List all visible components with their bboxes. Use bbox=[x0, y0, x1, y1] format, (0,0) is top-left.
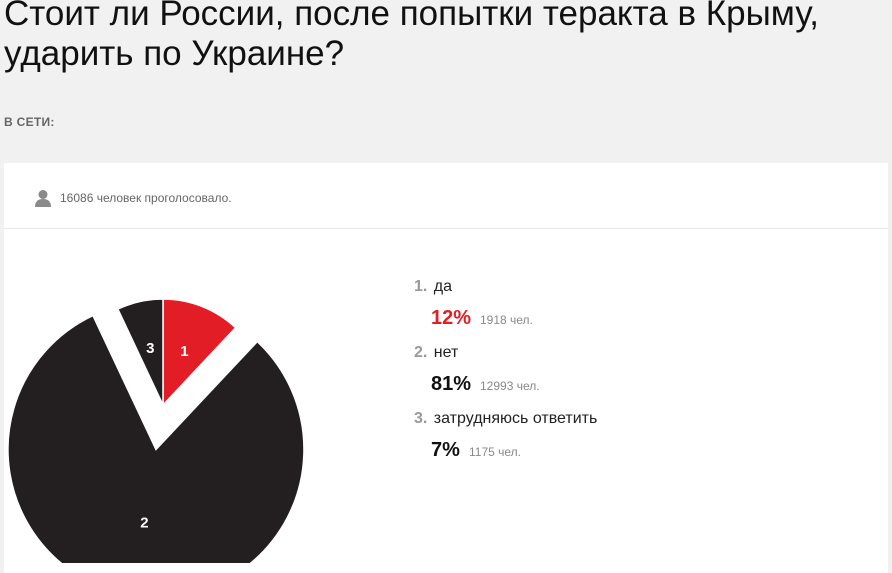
poll-question-line1: Стоит ли России, после попытки теракта в… bbox=[4, 0, 819, 33]
user-icon bbox=[35, 190, 51, 207]
poll-question-line2: ударить по Украине? bbox=[4, 34, 345, 73]
result-3-count: 1175 чел. bbox=[469, 445, 522, 459]
pie-label-3: 3 bbox=[146, 340, 154, 357]
pie-slice-3 bbox=[116, 298, 164, 406]
result-item-1: 1. да 12% 1918 чел. bbox=[414, 273, 814, 339]
result-2-percent: 81% bbox=[431, 373, 472, 395]
result-2-count: 12993 чел. bbox=[480, 379, 540, 393]
online-label: В СЕТИ: bbox=[4, 115, 55, 129]
pie-chart: 1 2 3 bbox=[7, 298, 305, 563]
voted-count: 16086 человек проголосовало. bbox=[34, 183, 232, 213]
pie-label-1: 1 bbox=[180, 343, 188, 360]
result-1-index: 1. bbox=[414, 278, 428, 295]
poll-question: Стоит ли России, после попытки теракта в… bbox=[4, 0, 892, 74]
result-1-count: 1918 чел. bbox=[480, 313, 533, 327]
result-3-label: затрудняюсь ответить bbox=[433, 410, 598, 427]
result-2-index: 2. bbox=[414, 344, 428, 361]
result-1-percent: 12% bbox=[431, 307, 472, 329]
poll-results-card: 16086 человек проголосовало. 1 2 3 1. да 1… bbox=[4, 163, 888, 573]
voted-count-text: 16086 человек проголосовало. bbox=[60, 191, 232, 205]
result-3-index: 3. bbox=[414, 410, 428, 427]
pie-slice-2 bbox=[7, 314, 305, 563]
result-1-label: да bbox=[433, 278, 453, 295]
result-item-3: 3. затрудняюсь ответить 7% 1175 чел. bbox=[414, 405, 814, 471]
pie-label-2: 2 bbox=[140, 515, 148, 532]
result-3-percent: 7% bbox=[431, 439, 460, 461]
divider bbox=[4, 228, 888, 229]
pie-slice-1 bbox=[162, 298, 237, 407]
result-2-label: нет bbox=[433, 344, 459, 361]
result-item-2: 2. нет 81% 12993 чел. bbox=[414, 339, 814, 405]
results-list: 1. да 12% 1918 чел. 2. нет 81% 12993 чел… bbox=[414, 273, 814, 471]
